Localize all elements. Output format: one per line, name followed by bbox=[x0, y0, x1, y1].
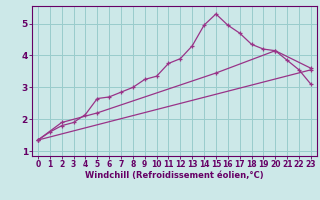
X-axis label: Windchill (Refroidissement éolien,°C): Windchill (Refroidissement éolien,°C) bbox=[85, 171, 264, 180]
